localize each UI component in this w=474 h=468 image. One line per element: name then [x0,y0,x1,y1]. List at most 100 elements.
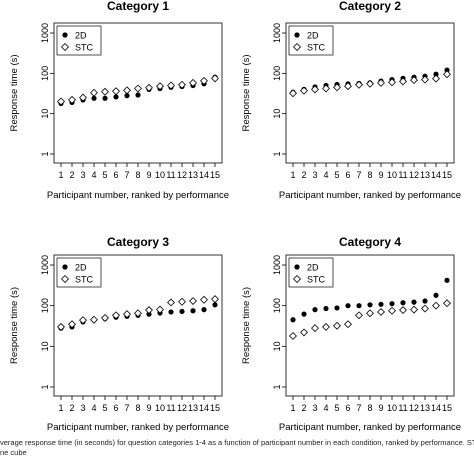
data-point-stc [101,313,109,322]
data-point-stc [123,86,131,95]
data-point-stc [344,82,352,91]
legend: 2D STC [288,25,334,56]
data-point-stc [123,310,131,319]
data-point-2d [201,307,207,313]
legend-marker-2d [62,264,68,270]
x-tick-label: 9 [146,403,151,413]
x-tick-label: 2 [69,170,74,180]
chart-title: Category 2 [339,0,401,13]
legend-label: STC [307,275,326,285]
data-point-stc [156,82,164,91]
data-point-stc [366,309,374,318]
data-point-stc [377,78,385,87]
data-point-2d [113,94,119,100]
x-tick-label: 7 [356,403,361,413]
data-point-stc [57,322,65,331]
x-axis-label: Participant number, ranked by performanc… [47,190,229,201]
x-tick-label: 8 [367,403,372,413]
legend-marker-stc [61,275,69,283]
legend: 2D STC [288,257,334,288]
x-tick-label: 12 [409,403,419,413]
data-point-stc [156,305,164,314]
y-tick-label: 10 [40,341,50,351]
x-tick-label: 9 [378,403,383,413]
data-point-2d [444,67,450,73]
x-tick-label: 6 [345,403,350,413]
y-axis-label: Response time (s) [9,54,20,131]
data-point-stc [388,306,396,315]
figure-caption: verage response time (in seconds) for qu… [0,438,474,468]
data-point-stc [90,88,98,97]
x-tick-label: 10 [155,403,165,413]
y-axis-label: Response time (s) [241,287,252,364]
data-point-stc [432,74,440,83]
data-point-stc [432,301,440,310]
x-tick-label: 9 [378,170,383,180]
x-tick-label: 15 [442,403,452,413]
data-point-stc [178,80,186,89]
x-tick-label: 3 [80,170,85,180]
x-axis-label: Participant number, ranked by performanc… [279,190,461,201]
x-tick-label: 7 [124,170,129,180]
y-tick-label: 100 [272,298,282,313]
chart-title: Category 1 [107,0,169,13]
x-tick-label: 11 [398,403,407,413]
x-tick-label: 4 [323,403,328,413]
y-tick-label: 1000 [272,23,282,43]
x-tick-label: 1 [58,170,63,180]
data-point-stc [134,309,142,318]
data-point-stc [377,308,385,316]
x-tick-label: 12 [177,403,187,413]
x-tick-label: 7 [124,403,129,413]
legend-label: STC [75,275,94,285]
legend-label: 2D [307,31,319,41]
x-tick-label: 8 [135,403,140,413]
x-tick-label: 12 [409,170,419,180]
data-point-2d [135,92,141,98]
x-tick-label: 6 [113,403,118,413]
x-tick-label: 13 [420,403,430,413]
data-point-stc [178,297,186,306]
data-point-stc [443,70,451,79]
data-point-2d [212,302,218,308]
data-point-stc [311,324,319,333]
caption-line-1: verage response time (in seconds) for qu… [0,438,474,447]
data-point-stc [355,80,363,89]
x-tick-label: 10 [387,403,397,413]
legend-label: 2D [307,263,319,273]
x-tick-label: 15 [210,403,220,413]
data-point-2d [190,308,196,314]
x-tick-label: 5 [102,403,107,413]
legend-label: 2D [75,263,87,273]
data-point-stc [333,83,341,92]
x-tick-label: 5 [334,403,339,413]
caption-line-2: ne cube [0,448,27,457]
data-point-stc [79,93,87,102]
y-tick-label: 1 [272,384,282,389]
data-point-stc [200,76,208,85]
legend-marker-stc [293,275,301,283]
y-tick-label: 1000 [272,255,282,275]
x-tick-label: 15 [210,170,220,180]
data-point-2d [146,311,152,317]
data-point-stc [68,95,76,104]
data-point-2d [91,95,97,101]
data-point-2d [367,302,373,308]
data-point-stc [388,78,396,87]
data-point-stc [410,305,418,314]
data-point-stc [200,295,208,304]
x-tick-label: 14 [431,170,441,180]
x-tick-label: 1 [58,403,63,413]
data-point-2d [179,308,185,315]
data-point-2d [378,301,384,307]
data-point-stc [421,304,429,313]
data-point-stc [300,86,308,95]
data-point-stc [289,89,297,98]
legend-marker-2d [294,264,300,270]
x-tick-label: 2 [301,403,306,413]
data-point-2d [124,93,130,99]
x-tick-label: 4 [91,170,96,180]
y-tick-label: 1000 [40,23,50,43]
